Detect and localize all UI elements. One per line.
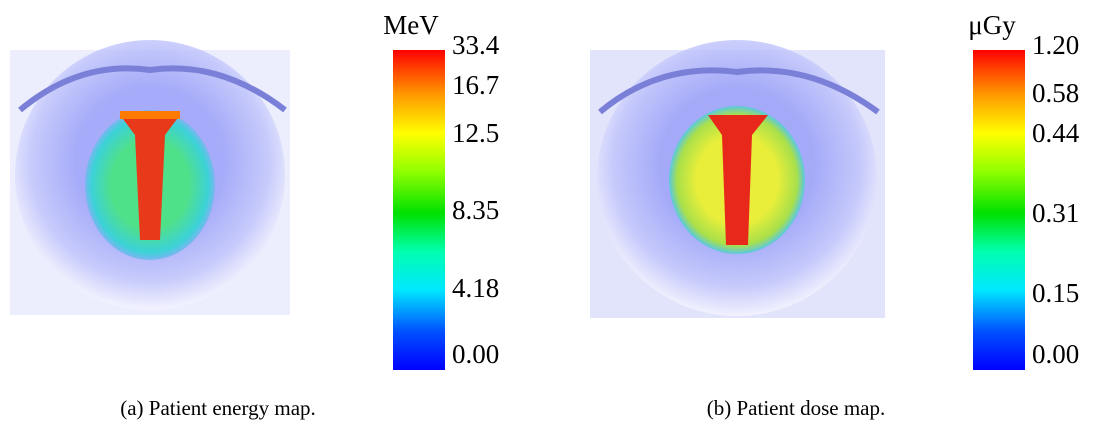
colorbar-tick-label: 0.44 [1032, 118, 1080, 148]
colorbar-tick-label: 33.4 [452, 30, 500, 60]
energy-map-image [10, 40, 290, 315]
colorbar-tick-label: 0.00 [452, 339, 499, 369]
caption: (b) Patient dose map. [707, 396, 885, 420]
dose-map-image [590, 40, 885, 318]
caption: (a) Patient energy map. [120, 396, 316, 420]
colorbar-tick-label: 4.18 [452, 273, 499, 303]
colorbar [393, 50, 445, 370]
colorbar-tick-label: 0.15 [1032, 278, 1079, 308]
colorbar-unit: μGy [968, 10, 1016, 40]
colorbar [973, 50, 1025, 370]
colorbar-tick-label: 0.31 [1032, 198, 1079, 228]
colorbar-tick-label: 0.58 [1032, 78, 1079, 108]
colorbar-tick-label: 1.20 [1032, 30, 1079, 60]
colorbar-tick-label: 16.7 [452, 70, 499, 100]
colorbar-tick-label: 8.35 [452, 195, 499, 225]
colorbar-tick-label: 0.00 [1032, 339, 1079, 369]
colorbar-unit: MeV [383, 10, 439, 40]
colorbar-tick-label: 12.5 [452, 118, 499, 148]
